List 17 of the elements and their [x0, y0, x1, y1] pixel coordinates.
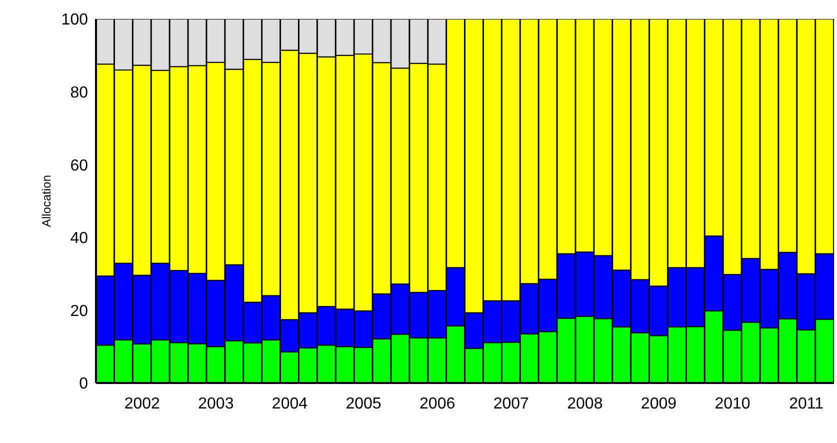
y-axis-title: Allocation — [39, 174, 54, 228]
y-tick-label: 20 — [70, 302, 88, 320]
x-tick-label: 2011 — [789, 395, 824, 412]
y-tick-label: 100 — [61, 12, 88, 29]
y-tick-label: 40 — [70, 230, 88, 248]
x-tick-label: 2003 — [198, 395, 234, 412]
y-tick-label: 60 — [70, 157, 88, 174]
x-tick-label: 2005 — [346, 395, 382, 412]
x-tick-label: 2002 — [124, 395, 160, 412]
x-tick-label: 2010 — [714, 395, 750, 412]
x-tick-label: 2007 — [493, 395, 530, 412]
x-tick-label: 2008 — [567, 395, 603, 412]
x-tick-label: 2009 — [640, 395, 677, 412]
y-tick-label: 0 — [79, 376, 88, 393]
y-tick-label: 80 — [70, 84, 88, 102]
x-tick-label: 2004 — [272, 395, 308, 412]
x-tick-label: 2006 — [420, 395, 456, 412]
